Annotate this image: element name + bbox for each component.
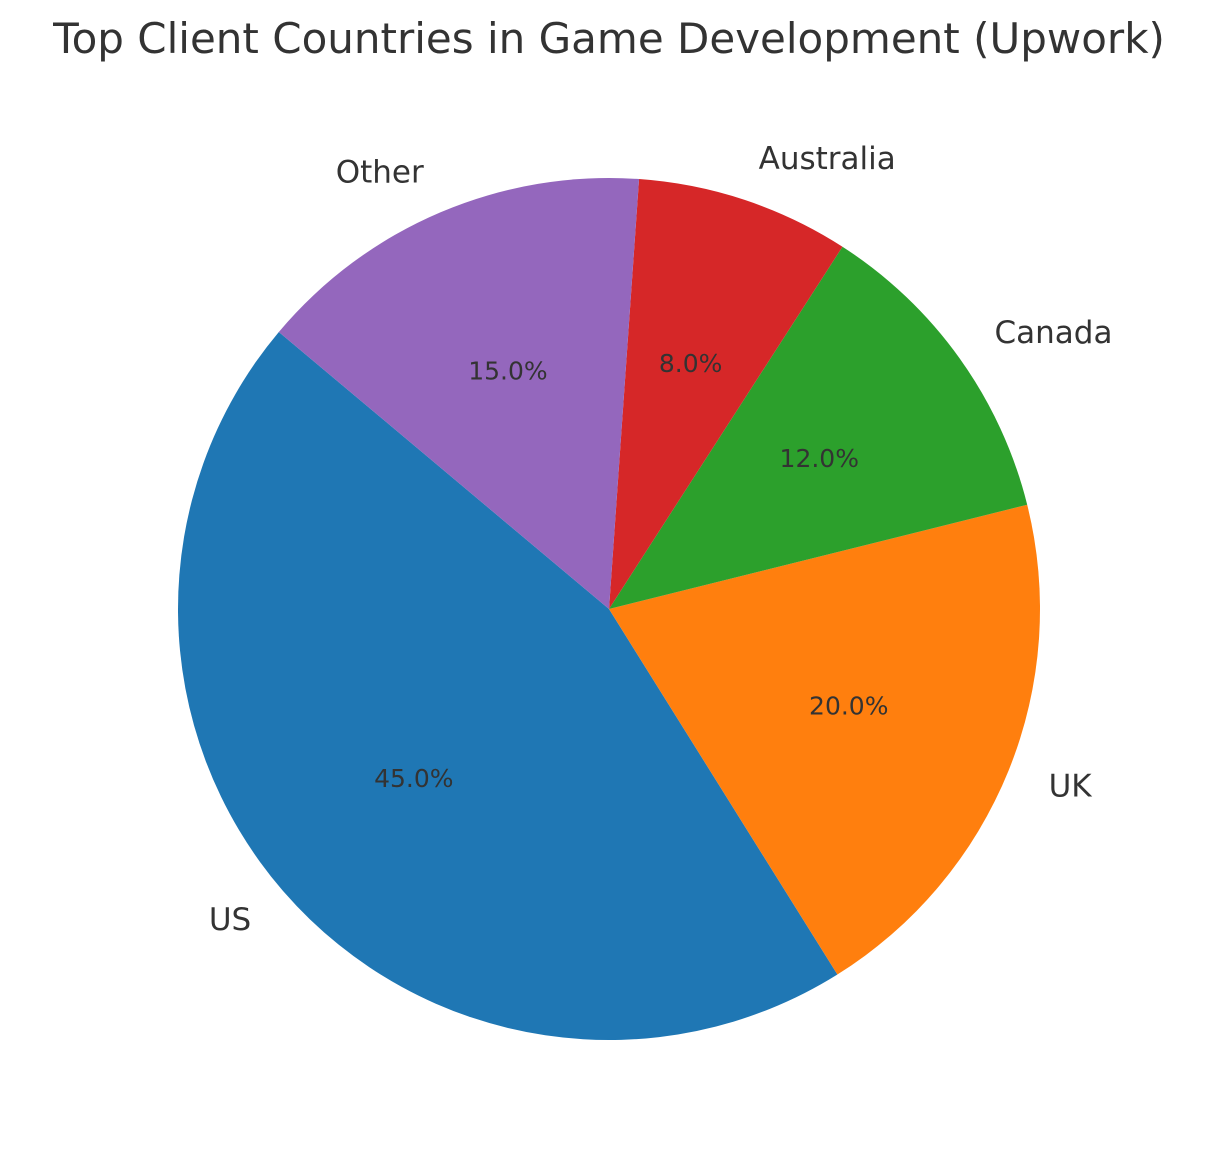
percent-label-other: 15.0% (468, 356, 547, 385)
category-label-australia: Australia (759, 141, 896, 177)
pie-slices (177, 177, 1041, 1041)
category-label-us: US (209, 902, 251, 938)
percent-labels: 45.0% 20.0% 12.0% 8.0% 15.0% (374, 349, 888, 793)
category-label-uk: UK (1049, 769, 1093, 805)
category-labels: US UK Canada Australia Other (209, 141, 1113, 938)
chart-title: Top Client Countries in Game Development… (53, 14, 1165, 63)
pie-slice-australia (609, 179, 843, 609)
percent-label-us: 45.0% (374, 764, 453, 793)
percent-label-canada: 12.0% (780, 444, 859, 473)
pie-slice-canada (609, 246, 1028, 609)
category-label-other: Other (336, 155, 424, 191)
pie-slice-uk (609, 504, 1041, 975)
pie-slice-other (278, 177, 640, 609)
percent-label-uk: 20.0% (809, 691, 888, 720)
pie-slice-us (177, 331, 838, 1041)
percent-label-australia: 8.0% (659, 349, 723, 378)
category-label-canada: Canada (994, 315, 1112, 351)
